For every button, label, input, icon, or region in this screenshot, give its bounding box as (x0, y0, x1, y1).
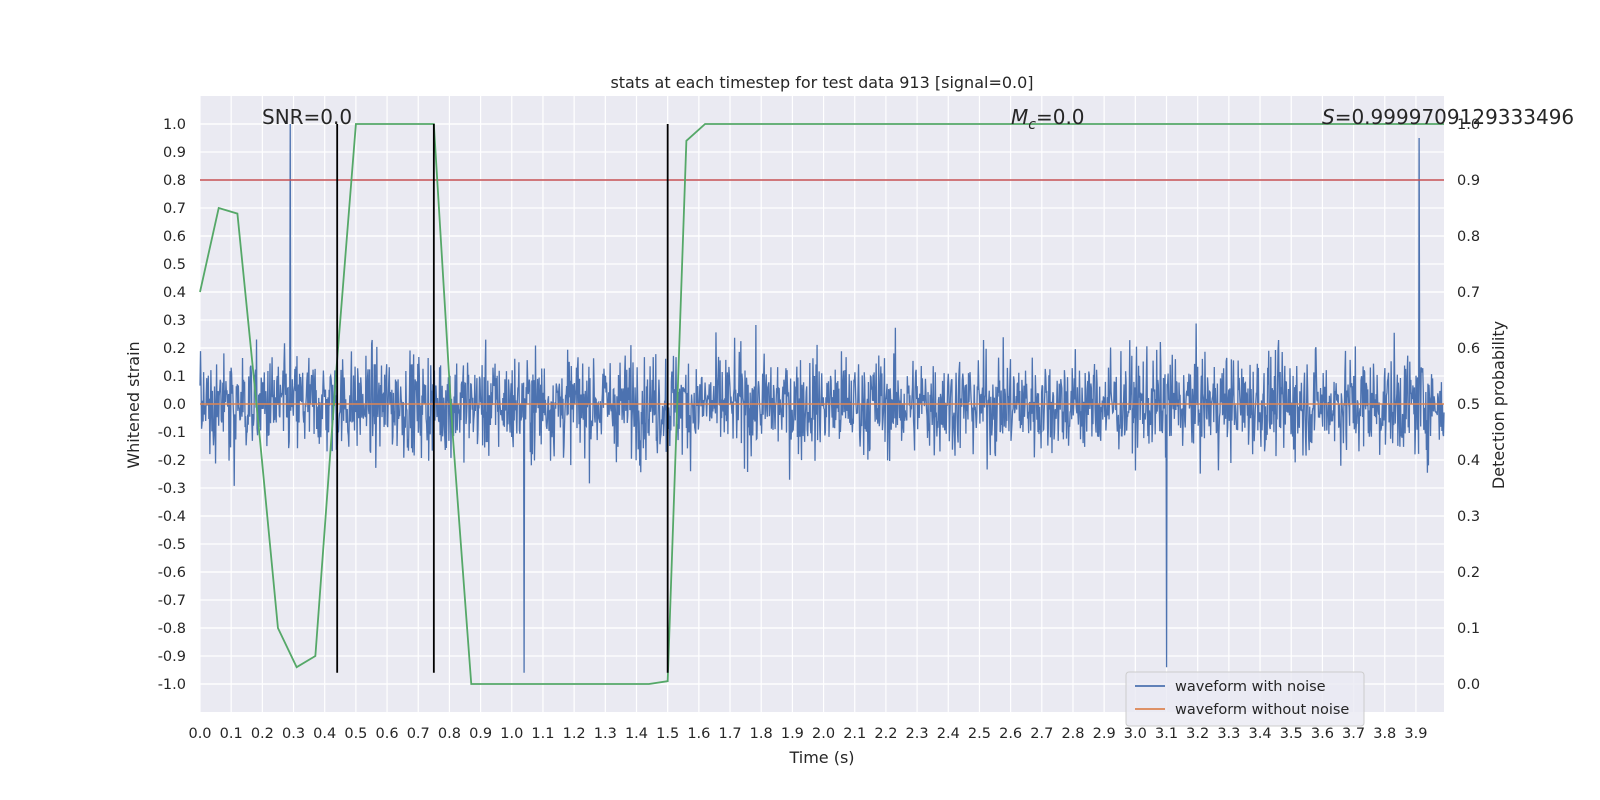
x-tick-label: 0.3 (282, 726, 305, 742)
y2-tick-label: 0.8 (1457, 229, 1480, 245)
y2-tick-label: 0.2 (1457, 565, 1480, 581)
y-tick-label: 0.9 (163, 145, 186, 161)
y-tick-label: -0.7 (158, 593, 186, 609)
y-tick-label: -0.6 (158, 565, 186, 581)
x-tick-label: 0.7 (407, 726, 430, 742)
x-axis-label: Time (s) (788, 748, 854, 767)
x-tick-label: 0.0 (188, 726, 211, 742)
y-axis-label: Whitened strain (124, 341, 143, 468)
probability-line (199, 123, 1444, 685)
chart-title: stats at each timestep for test data 913… (610, 73, 1033, 92)
x-tick-label: 2.7 (1030, 726, 1053, 742)
x-tick-label: 3.2 (1186, 726, 1209, 742)
y-tick-label: -1.0 (158, 677, 186, 693)
y-tick-label: -0.2 (158, 453, 186, 469)
y2-axis-label: Detection probability (1489, 321, 1508, 489)
y-tick-label: 0.1 (163, 369, 186, 385)
series-waveform-with-noise (199, 123, 1445, 673)
y2-tick-label: 0.5 (1457, 397, 1480, 413)
mc-symbol: M (1011, 105, 1028, 129)
y2-tick-label: 1.0 (1457, 117, 1480, 133)
y-tick-label: -0.1 (158, 425, 186, 441)
x-tick-label: 0.6 (376, 726, 399, 742)
vertical-markers (336, 124, 669, 673)
y2-tick-label: 0.9 (1457, 173, 1480, 189)
y2-tick-label: 0.7 (1457, 285, 1480, 301)
y-tick-label: -0.5 (158, 537, 186, 553)
x-tick-label: 3.1 (1155, 726, 1178, 742)
x-tick-label: 0.2 (251, 726, 274, 742)
y-tick-label: 0.0 (163, 397, 186, 413)
x-tick-label: 3.0 (1124, 726, 1147, 742)
y-tick-label: -0.3 (158, 481, 186, 497)
y-tick-label: 0.5 (163, 257, 186, 273)
y2-tick-label: 0.3 (1457, 509, 1480, 525)
legend-box (1125, 671, 1365, 727)
x-tick-label: 2.1 (843, 726, 866, 742)
x-tick-label: 2.4 (937, 726, 960, 742)
x-tick-label: 1.1 (531, 726, 554, 742)
x-tick-label: 1.6 (687, 726, 710, 742)
y-tick-label: 0.6 (163, 229, 186, 245)
x-tick-labels: 0.0 0.1 0.2 0.3 0.4 0.5 0.6 0.7 0.8 0.9 1.0 1.1 1.2 1… (188, 726, 1427, 742)
x-tick-label: 3.8 (1373, 726, 1396, 742)
y-tick-label: 0.7 (163, 201, 186, 217)
y2-tick-label: 0.1 (1457, 621, 1480, 637)
y-tick-labels: 1.0 0.9 0.8 0.7 0.6 0.5 0.4 0.3 0.2 0.1 0.0 -0.1 -0.… (158, 117, 186, 693)
y-tick-label: 0.3 (163, 313, 186, 329)
x-tick-label: 3.3 (1217, 726, 1240, 742)
x-tick-label: 3.5 (1280, 726, 1303, 742)
x-tick-label: 0.8 (438, 726, 461, 742)
x-tick-label: 1.3 (594, 726, 617, 742)
noise-waveform-line (199, 123, 1445, 673)
x-tick-label: 0.4 (313, 726, 336, 742)
y2-tick-label: 0.4 (1457, 453, 1480, 469)
x-tick-label: 0.5 (344, 726, 367, 742)
y-tick-label: -0.8 (158, 621, 186, 637)
x-tick-label: 2.8 (1061, 726, 1084, 742)
x-tick-label: 0.1 (220, 726, 243, 742)
x-tick-label: 3.9 (1404, 726, 1427, 742)
y2-tick-labels: 1.0 0.9 0.8 0.7 0.6 0.5 0.4 0.3 0.2 0.1 0.0 (1457, 117, 1480, 693)
s-symbol: S (1322, 105, 1335, 129)
x-tick-label: 2.2 (874, 726, 897, 742)
legend-label-clean: waveform without noise (1175, 702, 1349, 718)
legend: waveform with noise waveform without noi… (1125, 671, 1365, 727)
mc-annotation: Mc=0.0 (1011, 105, 1085, 133)
x-tick-label: 1.7 (718, 726, 741, 742)
x-tick-label: 2.5 (968, 726, 991, 742)
x-tick-label: 2.0 (812, 726, 835, 742)
s-value: =0.9999709129333496 (1335, 105, 1574, 129)
x-tick-label: 1.5 (656, 726, 679, 742)
x-tick-label: 2.9 (1093, 726, 1116, 742)
y-tick-label: 1.0 (163, 117, 186, 133)
y2-tick-label: 0.6 (1457, 341, 1480, 357)
s-annotation: S=0.9999709129333496 (1322, 105, 1574, 129)
y2-tick-label: 0.0 (1457, 677, 1480, 693)
x-tick-label: 1.9 (781, 726, 804, 742)
mc-subscript: c (1028, 117, 1036, 133)
snr-annotation: SNR=0.0 (262, 105, 352, 129)
x-tick-label: 3.4 (1249, 726, 1272, 742)
x-tick-label: 1.0 (500, 726, 523, 742)
y-tick-label: 0.2 (163, 341, 186, 357)
x-tick-label: 1.8 (750, 726, 773, 742)
x-tick-label: 1.2 (563, 726, 586, 742)
x-tick-label: 3.7 (1342, 726, 1365, 742)
y-tick-label: -0.9 (158, 649, 186, 665)
x-tick-label: 0.9 (469, 726, 492, 742)
series-detection-probability (199, 123, 1444, 685)
x-tick-label: 3.6 (1311, 726, 1334, 742)
x-tick-label: 1.4 (625, 726, 648, 742)
y-tick-label: 0.4 (163, 285, 186, 301)
x-tick-label: 2.6 (999, 726, 1022, 742)
legend-label-noise: waveform with noise (1175, 679, 1326, 695)
mc-value: =0.0 (1036, 105, 1085, 129)
y-tick-label: -0.4 (158, 509, 186, 525)
x-tick-label: 2.3 (906, 726, 929, 742)
y-tick-label: 0.8 (163, 173, 186, 189)
